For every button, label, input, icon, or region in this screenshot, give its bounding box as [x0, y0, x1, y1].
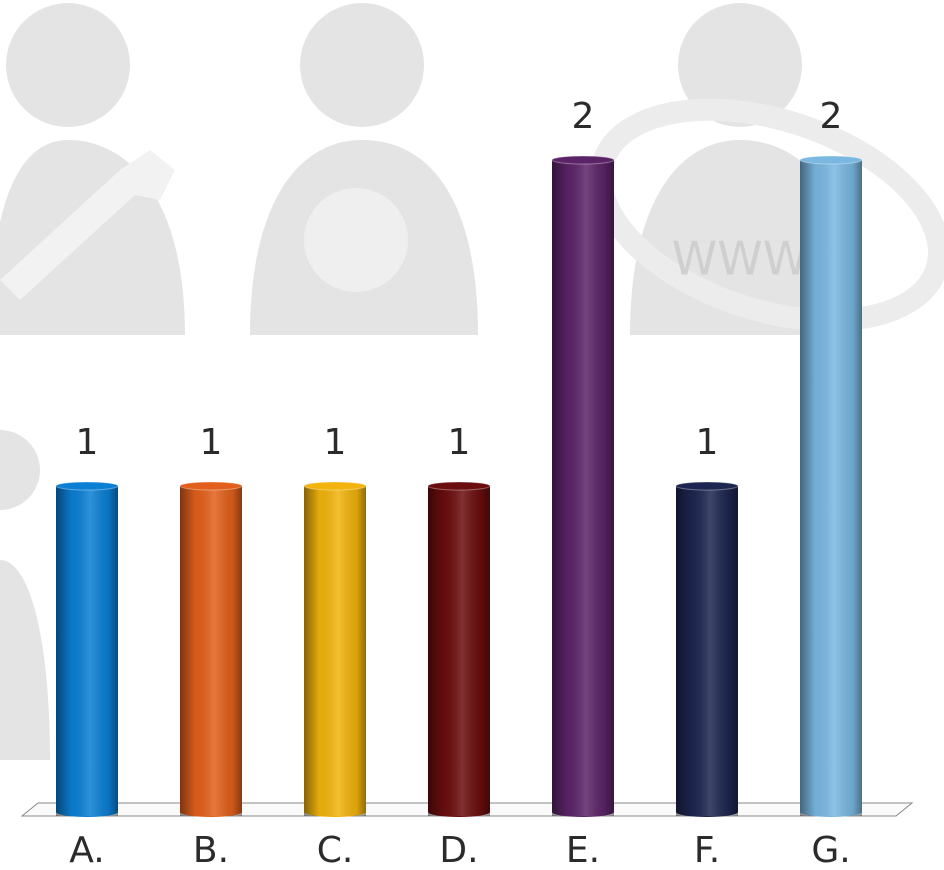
- bar-top: [55, 481, 119, 491]
- bar-shade: [304, 486, 366, 816]
- bar-top: [551, 155, 615, 165]
- bar-shade: [800, 160, 862, 816]
- icon-text: WWW: [672, 232, 808, 286]
- person-body: [0, 560, 50, 760]
- x-tick-label: A.: [69, 830, 104, 870]
- value-label: 1: [76, 422, 99, 463]
- bar-top: [675, 481, 739, 491]
- bar-shade: [676, 486, 738, 816]
- person-head: [678, 3, 802, 127]
- value-label: 1: [200, 422, 223, 463]
- x-tick-label: B.: [193, 830, 229, 870]
- bar-top: [799, 155, 863, 165]
- bar-shade: [180, 486, 242, 816]
- globe-icon: [304, 188, 408, 292]
- x-tick-label: G.: [811, 830, 850, 870]
- bar-top: [427, 481, 491, 491]
- value-label: 2: [820, 96, 843, 137]
- person-head: [6, 3, 130, 127]
- person-head: [300, 3, 424, 127]
- bar-shade: [552, 160, 614, 816]
- x-tick-label: D.: [439, 830, 478, 870]
- x-tick-label: C.: [317, 830, 354, 870]
- bar-top: [179, 481, 243, 491]
- value-label: 1: [324, 422, 347, 463]
- person-head: [0, 430, 40, 510]
- bar-shade: [56, 486, 118, 816]
- x-tick-label: E.: [566, 830, 600, 870]
- bar-shade: [428, 486, 490, 816]
- value-label: 1: [448, 422, 471, 463]
- wrench-icon: [0, 150, 175, 300]
- value-label: 1: [696, 422, 719, 463]
- value-label: 2: [572, 96, 595, 137]
- bar-top: [303, 481, 367, 491]
- x-tick-label: F.: [694, 830, 720, 870]
